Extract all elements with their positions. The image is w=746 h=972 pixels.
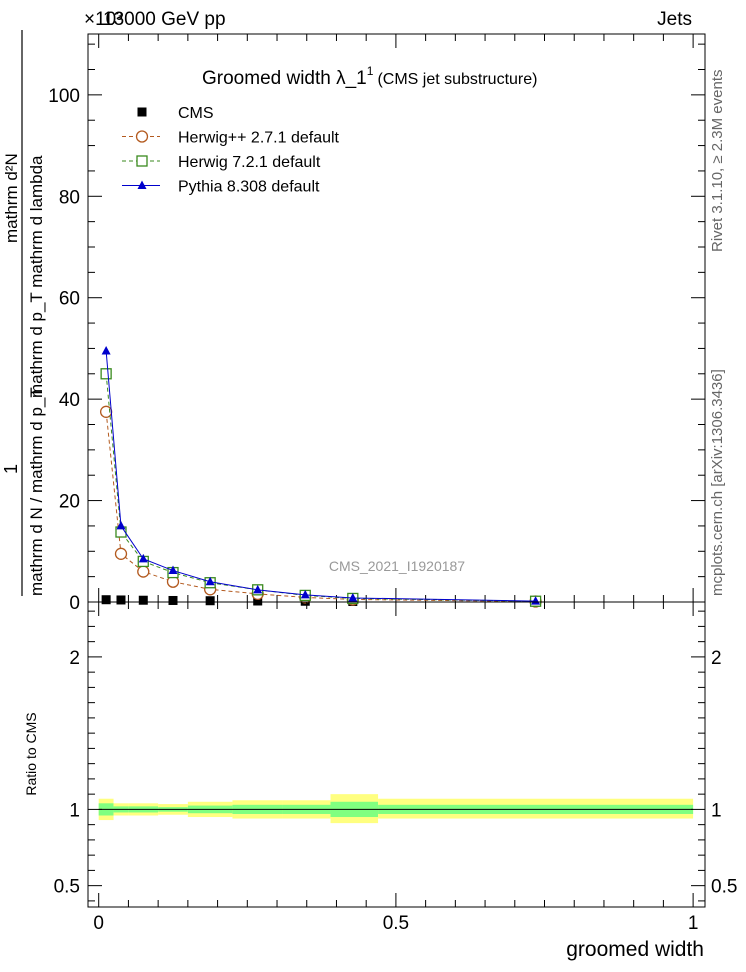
legend-label: CMS bbox=[178, 105, 214, 122]
ratio-bands bbox=[98, 794, 694, 824]
x-axis-label: groomed width bbox=[566, 938, 704, 961]
data-point-herwigpp bbox=[135, 130, 149, 143]
series-line bbox=[105, 350, 536, 602]
x-tick-labels: 0 0.5 1 bbox=[93, 913, 698, 934]
ratio-y-tick-label-right: 2 bbox=[711, 648, 722, 669]
data-point-cms bbox=[137, 107, 147, 117]
rivet-label: Rivet 3.1.10, ≥ 2.3M events bbox=[709, 70, 726, 253]
main-y-tick-label: 0 bbox=[69, 593, 80, 614]
data-point-cms bbox=[205, 596, 215, 606]
ratio-ticks bbox=[88, 602, 705, 907]
data-point-cms bbox=[138, 595, 148, 605]
main-y-tick-label: 100 bbox=[48, 86, 80, 107]
legend-label: Herwig 7.2.1 default bbox=[178, 154, 321, 171]
data-point-pythia bbox=[138, 553, 148, 563]
ratio-y-tick-label: 2 bbox=[69, 648, 80, 669]
data-point-herwigpp bbox=[137, 565, 150, 578]
main-y-tick-label: 40 bbox=[59, 390, 80, 411]
chart-title: Groomed width λ_11 (CMS jet substructure) bbox=[202, 64, 537, 89]
chart-title-main: Groomed width λ_1 bbox=[202, 68, 367, 89]
ratio-y-tick-label-right: 0.5 bbox=[711, 877, 737, 898]
data-point-cms bbox=[253, 596, 263, 606]
data-point-pythia bbox=[137, 180, 147, 189]
legend: CMS Herwig++ 2.7.1 default Herwig 7.2.1 de… bbox=[122, 105, 340, 196]
chart-title-small: (CMS jet substructure) bbox=[377, 71, 537, 88]
data-point-pythia bbox=[101, 345, 111, 355]
data-point-cms bbox=[101, 595, 111, 605]
legend-label: Pythia 8.308 default bbox=[178, 179, 320, 196]
data-point-herwigpp bbox=[114, 547, 128, 560]
watermark: CMS_2021_I1920187 bbox=[329, 558, 465, 574]
x-tick-label: 1 bbox=[688, 913, 699, 934]
main-y-tick-label: 60 bbox=[59, 289, 80, 310]
x-tick-label: 0 bbox=[93, 913, 104, 934]
data-point-pythia bbox=[168, 565, 178, 575]
main-ticks bbox=[88, 34, 705, 603]
data-point-herwig7 bbox=[100, 368, 112, 380]
main-y-axis-label: 1 mathrm d N / mathrm d p_T mathrm d²N m… bbox=[1, 30, 46, 596]
data-point-cms bbox=[168, 595, 178, 605]
beam-label: 13000 GeV pp bbox=[103, 9, 226, 30]
data-point-cms bbox=[116, 595, 126, 605]
data-point-pythia bbox=[205, 576, 215, 586]
data-point-pythia bbox=[348, 592, 358, 602]
main-y-tick-label: 20 bbox=[59, 492, 80, 513]
y-scale-exponent: ×10³ bbox=[84, 9, 123, 30]
process-label: Jets bbox=[657, 9, 692, 30]
y-label-inner-num: mathrm d²N bbox=[2, 153, 21, 243]
chart-title-sup: 1 bbox=[367, 64, 374, 78]
ratio-y-tick-label: 0.5 bbox=[54, 877, 80, 898]
data-point-pythia bbox=[116, 520, 126, 530]
y-label-outer-num: 1 bbox=[1, 464, 21, 474]
y-label-inner-den: mathrm d p_T mathrm d lambda bbox=[27, 155, 46, 398]
x-tick-label: 0.5 bbox=[383, 913, 409, 934]
ratio-y-axis-label: Ratio to CMS bbox=[23, 712, 39, 795]
main-y-tick-label: 80 bbox=[59, 187, 80, 208]
mcplots-label: mcplots.cern.ch [arXiv:1306.3436] bbox=[709, 369, 726, 596]
main-y-tick-labels: 0 20 40 60 80 100 bbox=[48, 86, 80, 614]
ratio-y-tick-label-right: 1 bbox=[711, 800, 722, 821]
ratio-y-tick-label: 1 bbox=[69, 800, 80, 821]
data-point-pythia bbox=[253, 584, 263, 594]
ratio-frame bbox=[87, 601, 706, 908]
data-point-pythia bbox=[300, 589, 310, 599]
data-point-herwig7 bbox=[136, 155, 148, 167]
main-panel: 0 20 40 60 80 100 bbox=[48, 33, 706, 614]
ratio-panel: 0.5 0.51 12 2 0 0.5 1 bbox=[54, 601, 738, 934]
ratio-y-tick-labels: 0.5 0.5 1 1 2 2 bbox=[54, 648, 738, 898]
legend-label: Herwig++ 2.7.1 default bbox=[178, 130, 340, 147]
y-label-outer-den: mathrm d N / mathrm d p_T bbox=[27, 387, 46, 596]
main-series bbox=[99, 345, 542, 608]
